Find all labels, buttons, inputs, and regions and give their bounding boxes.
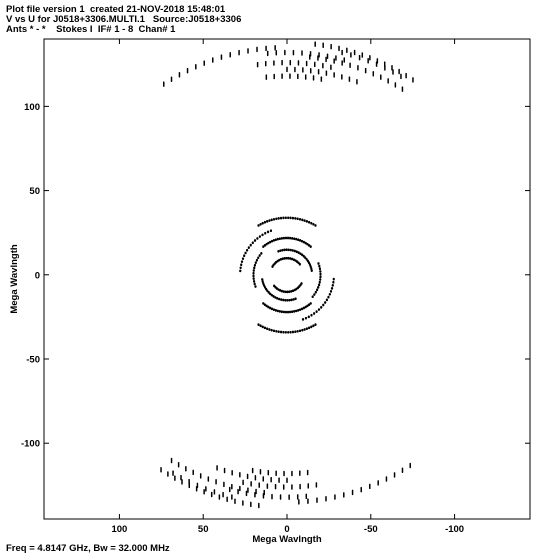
y-tick-label: 100: [24, 102, 40, 113]
y-tick-label: 50: [29, 186, 40, 197]
frequency-footer: Freq = 4.8147 GHz, Bw = 32.000 MHz: [6, 543, 170, 554]
x-tick-label: -100: [445, 524, 464, 535]
x-axis-title: Mega Wavlngth: [252, 534, 322, 545]
plot-header-line-2: V vs U for J0518+3306.MULTI.1 Source:J05…: [6, 14, 242, 25]
y-axis-title: Mega Wavlngth: [9, 244, 20, 314]
plot-header-line-1: Plot file version 1 created 21-NOV-2018 …: [6, 4, 226, 15]
plot-header-line-3: Ants * - * Stokes I IF# 1 - 8 Chan# 1: [6, 24, 176, 35]
y-tick-label: -50: [26, 355, 40, 366]
y-tick-label: 0: [35, 270, 40, 281]
y-tick-label: -100: [21, 439, 40, 450]
axis-tick-labels: 100 50 0 -50 -100 100 50 0 -50 -100: [21, 102, 464, 535]
uv-points: [160, 41, 414, 509]
plot-frame: [43, 38, 531, 520]
x-tick-label: 100: [111, 524, 127, 535]
x-tick-label: 0: [284, 524, 289, 535]
x-tick-label: 50: [198, 524, 209, 535]
x-tick-label: -50: [364, 524, 378, 535]
axis-ticks: [44, 39, 530, 519]
